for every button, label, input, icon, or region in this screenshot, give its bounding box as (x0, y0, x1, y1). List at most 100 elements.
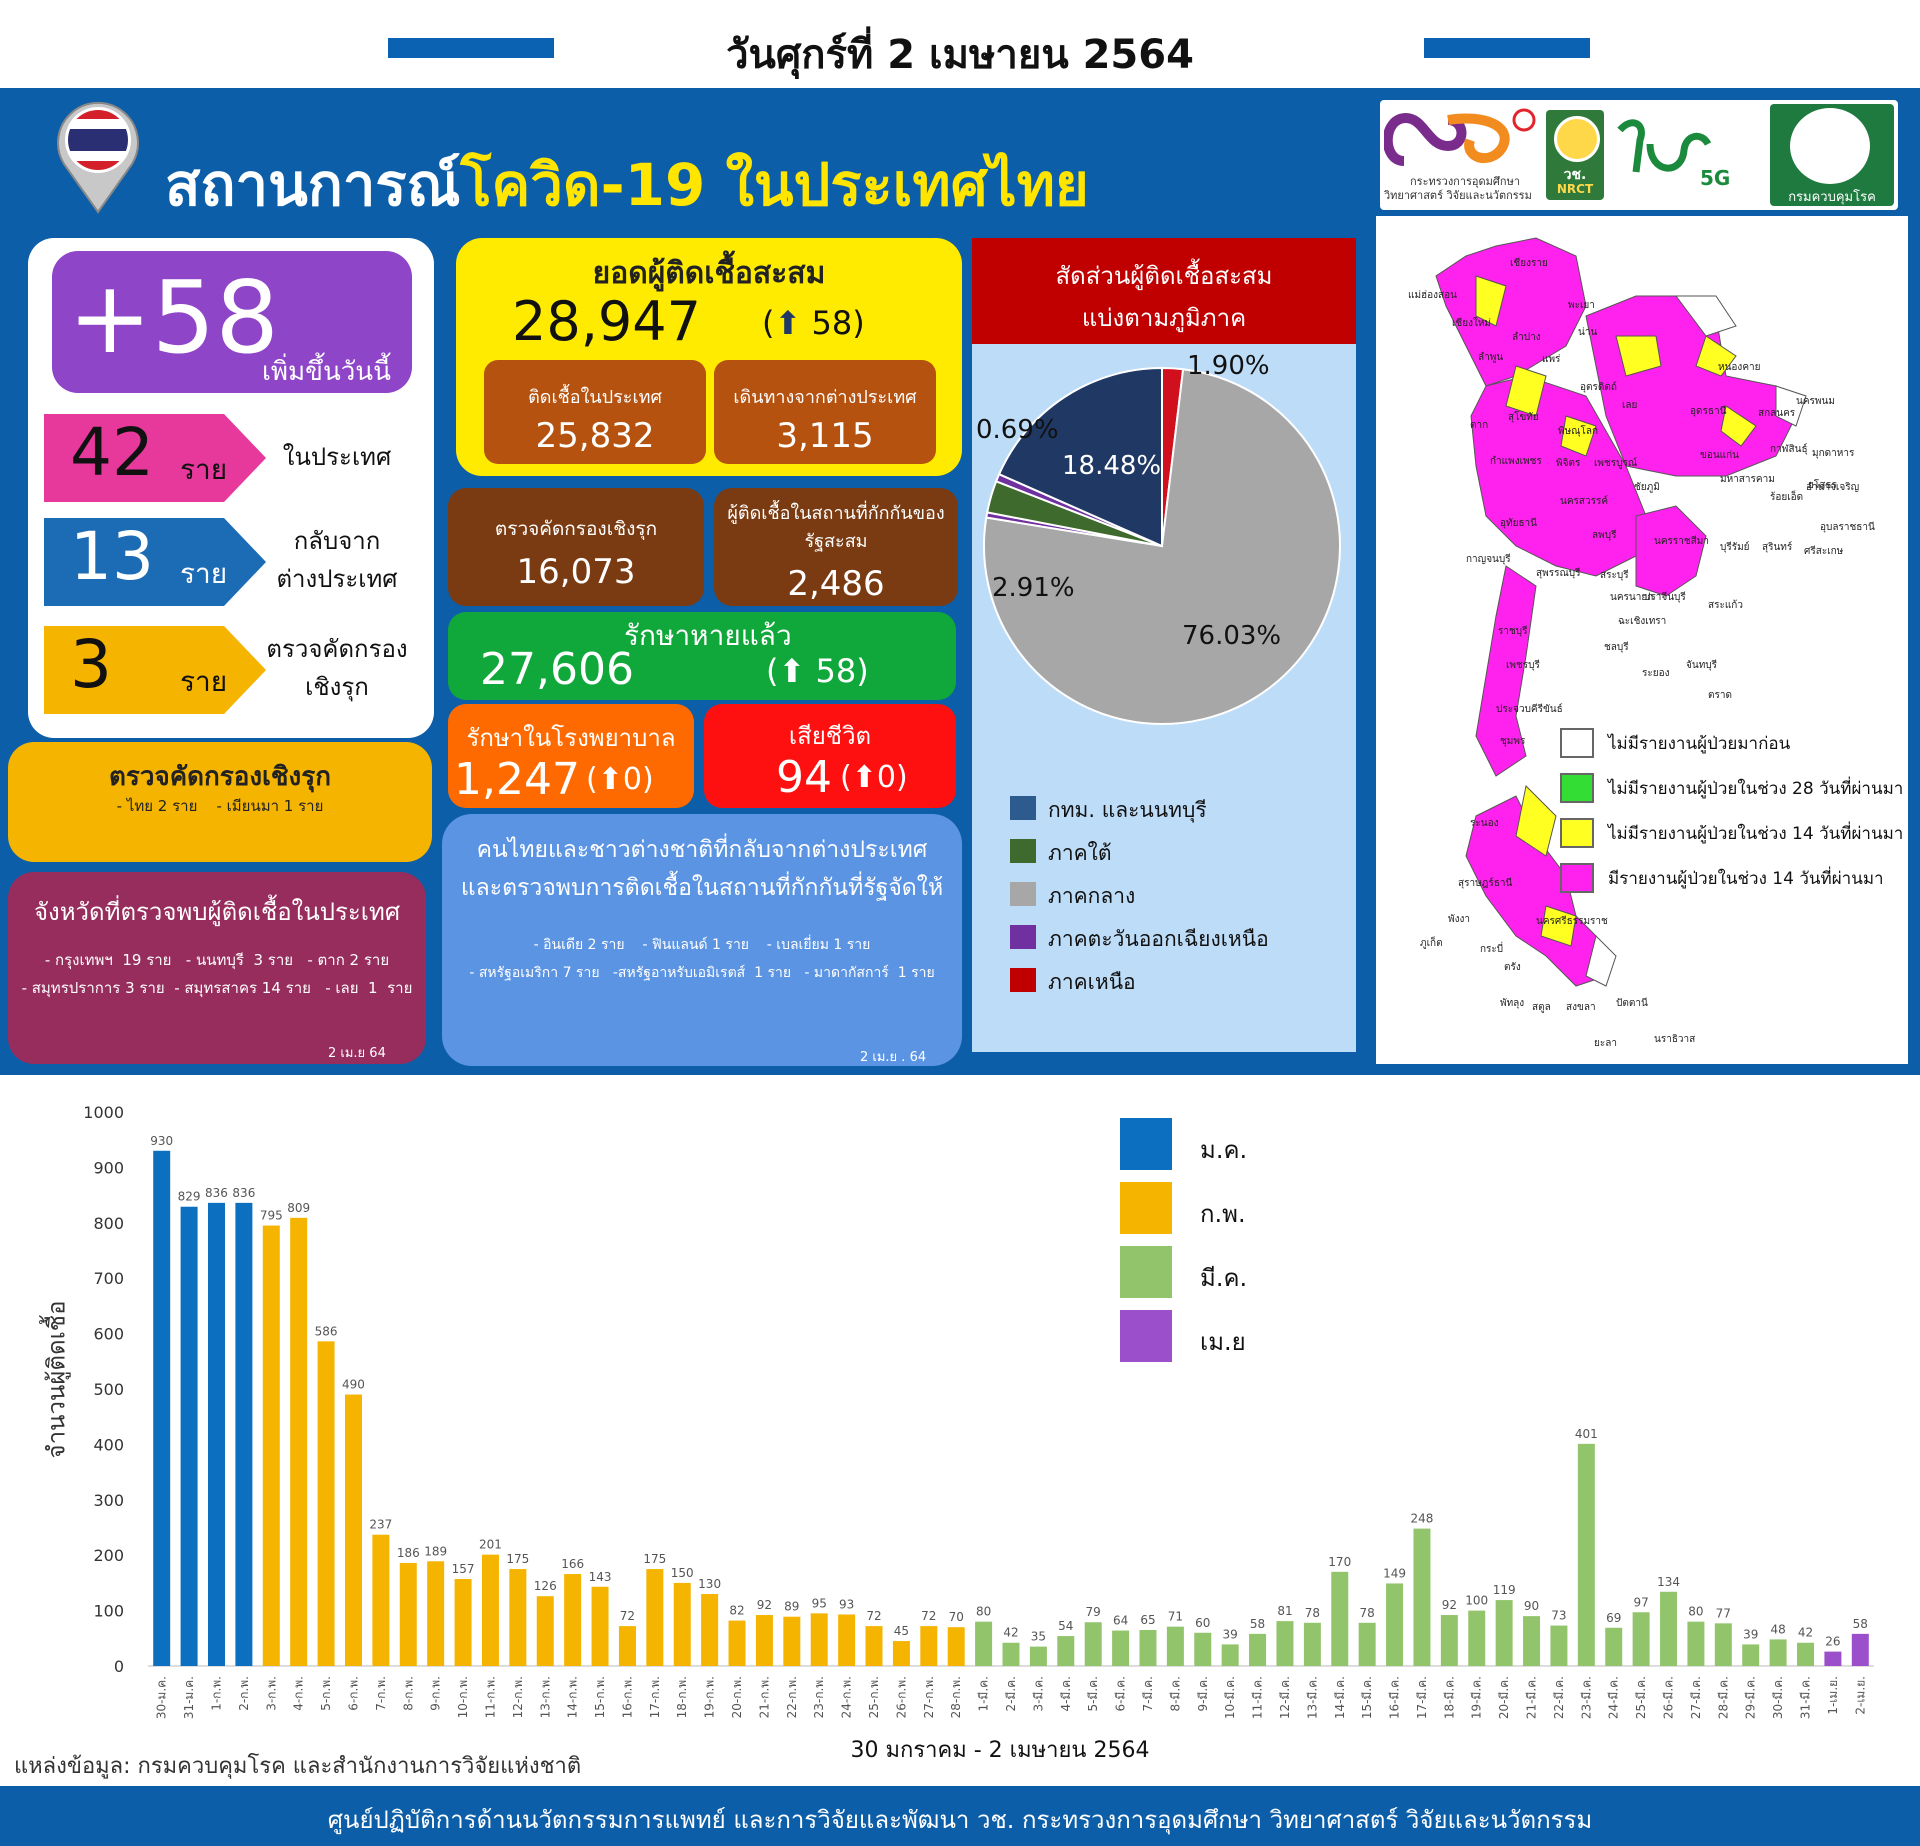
bar-value-label: 89 (784, 1600, 799, 1614)
map-province-label: ระยอง (1642, 668, 1670, 679)
cumulative-increase-value: 58 (811, 304, 853, 342)
breakdown-label-line: กลับจาก (293, 527, 381, 555)
bar-value-label: 189 (424, 1544, 447, 1558)
chart-ylabel: จำนวนผู้ติดเชื้อ (42, 1300, 71, 1459)
bar-legend-swatch (1120, 1182, 1172, 1234)
bar-15 (564, 1574, 582, 1666)
bar-value-label: 175 (643, 1552, 666, 1566)
bar-value-label: 39 (1223, 1627, 1238, 1641)
bar-legend-label: ก.พ. (1200, 1200, 1246, 1228)
bar-value-label: 42 (1798, 1626, 1813, 1640)
bar-51 (1550, 1625, 1568, 1666)
map-province-label: นครนายก (1610, 592, 1654, 603)
region-pie-title-1: สัดส่วนผู้ติดเชื้อสะสม (1055, 262, 1273, 290)
cumulative-value: 28,947 (512, 290, 701, 353)
bar-value-label: 48 (1770, 1622, 1785, 1636)
x-tick-label: 7-มี.ค. (1141, 1676, 1155, 1712)
bar-62 (1851, 1633, 1869, 1666)
pie-legend-swatch (1010, 925, 1036, 949)
x-tick-label: 10-ก.พ. (456, 1676, 470, 1718)
bar-60 (1797, 1642, 1815, 1666)
x-tick-label: 22-มี.ค. (1552, 1676, 1566, 1719)
map-province-label: ภูเก็ต (1420, 938, 1443, 949)
bar-value-label: 248 (1410, 1512, 1433, 1526)
bar-value-label: 836 (232, 1186, 255, 1200)
up-arrow-icon: ⬆ (778, 652, 806, 690)
breakdown-unit: ราย (180, 453, 228, 486)
x-tick-label: 5-ก.พ. (319, 1676, 333, 1711)
hospital-value: 1,247 (454, 754, 580, 805)
bar-value-label: 166 (561, 1557, 584, 1571)
bar-value-label: 401 (1575, 1427, 1598, 1441)
breakdown-label-1: กลับจาก ต่างประเทศ (262, 522, 412, 598)
bar-47 (1440, 1615, 1458, 1666)
x-tick-label: 3-ก.พ. (264, 1676, 278, 1711)
map-province-label: ปัตตานี (1616, 998, 1648, 1009)
bar-3 (235, 1202, 253, 1666)
bar-39 (1221, 1644, 1239, 1666)
map-province-label: นราธิวาส (1654, 1034, 1696, 1045)
y-tick-label: 900 (93, 1158, 124, 1177)
map-province-label: หนองคาย (1718, 362, 1761, 373)
map-east-region (1635, 505, 1707, 597)
breakdown-tag-0: 42 ราย (44, 414, 266, 502)
bar-9 (399, 1562, 417, 1666)
breakdown-number: 3 (70, 626, 112, 703)
x-tick-label: 11-มี.ค. (1251, 1676, 1265, 1719)
title-part3: ในประเทศไทย (705, 151, 1089, 219)
deaths-value: 94 (776, 752, 832, 803)
recovered-label: รักษาหายแล้ว (624, 619, 792, 652)
x-tick-label: 19-มี.ค. (1470, 1676, 1484, 1719)
bar-value-label: 64 (1113, 1614, 1128, 1628)
bar-48 (1468, 1610, 1486, 1666)
region-pie-title-2: แบ่งตามภูมิภาค (1081, 304, 1247, 332)
bar-value-label: 58 (1250, 1617, 1265, 1631)
bar-2 (207, 1202, 225, 1666)
x-tick-label: 18-ก.พ. (675, 1676, 689, 1718)
map-legend-swatch (1560, 728, 1594, 758)
breakdown-unit: ราย (180, 557, 228, 590)
pie-slice-5 (997, 366, 1163, 548)
region-pie-chart: 1.90% 76.03% 2.91% 0.69%18.48% (976, 351, 1341, 725)
x-tick-label: 28-มี.ค. (1716, 1676, 1730, 1719)
map-province-label: ตาก (1470, 420, 1489, 431)
x-tick-label: 15-ก.พ. (593, 1676, 607, 1718)
map-province-label: สุโขทัย (1508, 412, 1539, 423)
nrct-en: NRCT (1556, 182, 1594, 196)
map-province-label: เลย (1622, 400, 1638, 411)
bar-29 (947, 1627, 965, 1666)
bar-10 (427, 1561, 445, 1666)
mhesi-name-line1: กระทรวงการอุดมศึกษา (1410, 175, 1520, 188)
map-yellow-areas (1475, 275, 1757, 947)
abroad-value: 3,115 (776, 416, 874, 456)
hospital-box: รักษาในโรงพยาบาล 1,247 (⬆0) (448, 704, 694, 808)
pie-label-1: 76.03% (1182, 621, 1281, 651)
bar-value-label: 237 (369, 1518, 392, 1532)
breakdown-label-2: ตรวจคัดกรอง เชิงรุก (262, 630, 412, 706)
x-tick-label: 18-มี.ค. (1442, 1676, 1456, 1719)
provinces-line2: - สมุทรปราการ 3 ราย - สมุทรสาคร 14 ราย -… (21, 979, 413, 997)
map-province-label: ยะลา (1594, 1038, 1617, 1049)
x-tick-label: 1-เม.ย. (1826, 1676, 1840, 1715)
breakdown-unit: ราย (180, 665, 228, 698)
partner-logos: กระทรวงการอุดมศึกษา วิทยาศาสตร์ วิจัยและ… (1380, 100, 1898, 210)
map-province-label: เพชรบูรณ์ (1594, 458, 1638, 469)
hospital-label: รักษาในโรงพยาบาล (466, 724, 676, 752)
x-tick-label: 4-มี.ค. (1059, 1676, 1073, 1712)
bar-value-label: 143 (589, 1570, 612, 1584)
x-tick-label: 25-มี.ค. (1634, 1676, 1648, 1719)
returnees-detail2: - สหรัฐอเมริกา 7 ราย -สหรัฐอาหรับเอมิเรต… (469, 965, 935, 981)
bar-value-label: 77 (1716, 1606, 1731, 1620)
x-tick-label: 23-มี.ค. (1579, 1676, 1593, 1719)
map-province-label: ปราจีนบุรี (1644, 592, 1686, 603)
map-province-label: อำนาจเจริญ (1806, 482, 1860, 493)
bar-value-label: 157 (452, 1562, 475, 1576)
pie-legend-label: กทม. และนนทบุรี (1048, 798, 1207, 822)
bar-21 (728, 1620, 746, 1666)
thailand-map (1435, 237, 1807, 987)
bar-value-label: 72 (620, 1609, 635, 1623)
x-tick-label: 19-ก.พ. (703, 1676, 717, 1718)
bar-value-label: 42 (1003, 1626, 1018, 1640)
quarantine-label-2: รัฐสะสม (804, 531, 868, 552)
mhesi-logo-icon (1384, 108, 1536, 166)
